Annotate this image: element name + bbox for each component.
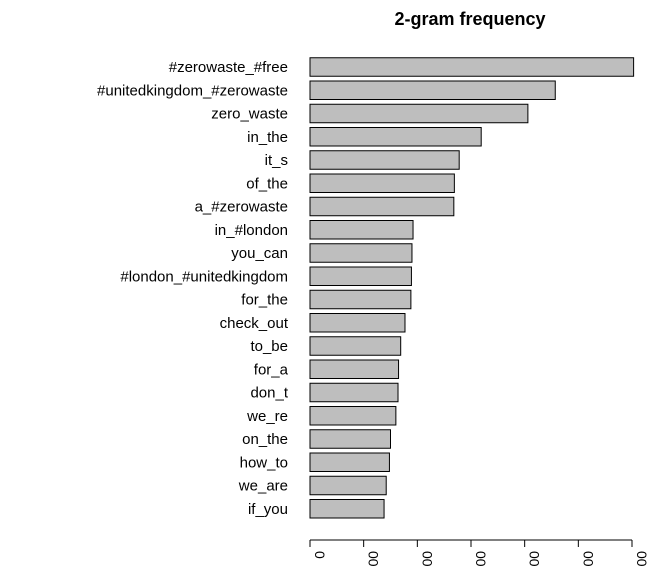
x-tick-label: 00 (634, 551, 650, 567)
bar (309, 359, 400, 379)
bar (309, 266, 412, 286)
category-label: to_be (250, 338, 288, 355)
category-label: for_a (254, 361, 289, 378)
bar (309, 80, 556, 100)
category-labels: #zerowaste_#free #unitedkingdom_#zerowast… (97, 59, 289, 518)
bar (309, 452, 390, 472)
bar (309, 127, 482, 147)
category-label: for_the (241, 292, 288, 309)
category-label: a_#zerowaste (195, 199, 288, 216)
bar (309, 243, 413, 263)
bar (309, 336, 402, 356)
bar (309, 220, 414, 240)
bars (309, 57, 635, 519)
bar (309, 382, 399, 403)
x-axis: 0 00 00 00 00 00 00 (309, 539, 650, 567)
bar (309, 429, 391, 449)
category-label: #zerowaste_#free (169, 59, 288, 76)
category-label: #london_#unitedkingdom (120, 268, 288, 285)
x-tick-label: 0 (312, 551, 328, 559)
bar (309, 150, 460, 170)
x-tick-label: 00 (366, 551, 382, 567)
category-label: in_#london (215, 222, 288, 239)
category-label: of_the (246, 175, 288, 192)
bar (309, 499, 385, 519)
category-label: zero_waste (211, 106, 288, 123)
bar (309, 196, 455, 217)
category-label: how_to (240, 454, 288, 471)
bar (309, 173, 455, 193)
category-label: on_the (242, 431, 288, 448)
chart-title: 2-gram frequency (394, 9, 545, 29)
bar (309, 313, 406, 333)
category-label: don_t (250, 385, 288, 402)
category-label: if_you (248, 501, 288, 518)
category-label: check_out (220, 315, 289, 332)
bar (309, 406, 397, 426)
x-tick-label: 00 (580, 551, 596, 567)
category-label: we_re (246, 408, 288, 425)
bar (309, 475, 387, 496)
x-tick-label: 00 (527, 551, 543, 567)
category-label: you_can (231, 245, 288, 262)
category-label: in_the (247, 129, 288, 146)
category-label: we_are (238, 478, 288, 495)
category-label: #unitedkingdom_#zerowaste (97, 82, 288, 99)
bar (309, 103, 529, 124)
x-tick-label: 00 (419, 551, 435, 567)
category-label: it_s (265, 152, 288, 169)
x-tick-label: 00 (473, 551, 489, 567)
bar (309, 57, 635, 77)
bar (309, 289, 412, 310)
